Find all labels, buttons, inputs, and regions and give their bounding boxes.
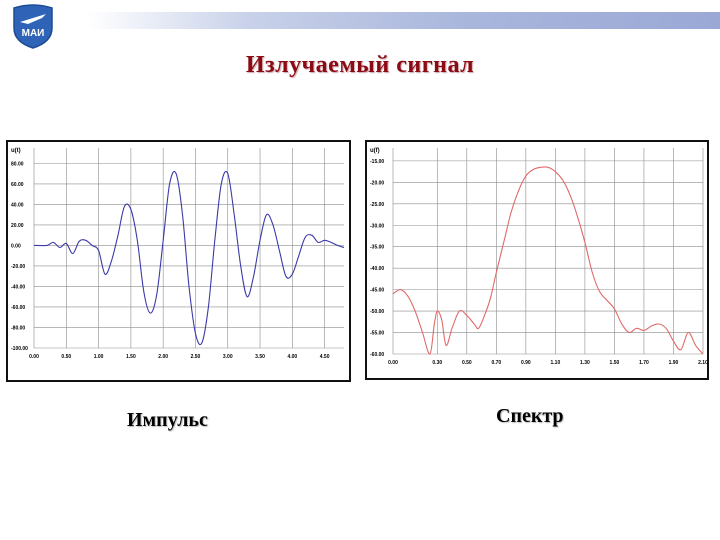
pulse-chart-svg: u(t) 80.00 60.00 40.00 20.00 0.00 -20.00 -40.00… [11, 148, 345, 360]
spectrum-x-tick-label: 0.70 [491, 360, 501, 366]
pulse-x-tick-label: 3.00 [223, 354, 233, 360]
spectrum-y-tick-label: -15.00 [370, 159, 384, 165]
pulse-y-tick-label: -40.00 [11, 284, 25, 290]
spectrum-x-tick-label: 1.30 [580, 360, 590, 366]
pulse-y-tick-label: -60.00 [11, 305, 25, 311]
spectrum-x-tick-label: 1.10 [551, 360, 561, 366]
spectrum-x-tick-label: 1.50 [610, 360, 620, 366]
spectrum-x-tick-label: 0.00 [388, 360, 398, 366]
spectrum-x-tick-label: 0.50 [462, 360, 472, 366]
spectrum-series-line [392, 166, 704, 355]
spectrum-y-tick-label: -25.00 [370, 202, 384, 208]
spectrum-y-tick-label: -20.00 [370, 180, 384, 186]
spectrum-y-tick-label: -45.00 [370, 288, 384, 294]
spectrum-y-tick-label: -60.00 [370, 352, 384, 358]
mai-logo-text: МАИ [22, 28, 45, 39]
pulse-x-tick-label: 3.50 [255, 354, 265, 360]
pulse-y-tick-label: -80.00 [11, 325, 25, 331]
spectrum-y-axis-label: u(f) [370, 148, 380, 154]
pulse-x-tick-label: 4.50 [320, 354, 330, 360]
mai-logo-shield [13, 4, 53, 49]
pulse-x-tick-label: 4.00 [287, 354, 297, 360]
spectrum-chart-svg: u(f) -15.00 -20.00 -25.00 -30.00 -35.00 -40.00… [370, 148, 708, 366]
spectrum-chart: u(f) -15.00 -20.00 -25.00 -30.00 -35.00 -40.00… [365, 140, 709, 380]
pulse-y-tick-label: 60.00 [11, 182, 24, 188]
pulse-x-tick-label: 0.50 [61, 354, 71, 360]
mai-logo: МАИ [13, 4, 53, 49]
pulse-y-tick-label: 20.00 [11, 223, 24, 229]
pulse-x-tick-label: 2.50 [191, 354, 201, 360]
spectrum-y-tick-label: -30.00 [370, 223, 384, 229]
slide-title: Излучаемый сигнал [245, 52, 475, 78]
pulse-x-tick-label: 1.00 [94, 354, 104, 360]
pulse-y-tick-label: 40.00 [11, 202, 24, 208]
spectrum-x-tick-label: 2.10 [698, 360, 707, 366]
pulse-y-axis-label: u(t) [11, 148, 21, 154]
spectrum-y-tick-label: -55.00 [370, 331, 384, 337]
pulse-y-tick-label: -20.00 [11, 264, 25, 270]
pulse-y-tick-label: 80.00 [11, 161, 24, 167]
header-gradient-bar [88, 12, 720, 29]
spectrum-x-tick-label: 1.90 [669, 360, 679, 366]
pulse-x-tick-label: 1.50 [126, 354, 136, 360]
pulse-y-tick-label: -100.00 [11, 346, 28, 352]
spectrum-x-tick-label: 1.70 [639, 360, 649, 366]
spectrum-caption: Спектр [496, 405, 564, 427]
pulse-x-tick-label: 2.00 [158, 354, 168, 360]
spectrum-y-tick-label: -35.00 [370, 245, 384, 251]
spectrum-y-tick-label: -40.00 [370, 266, 384, 272]
pulse-x-tick-label: 0.00 [29, 354, 39, 360]
pulse-y-tick-label: 0.00 [11, 243, 21, 249]
pulse-chart: u(t) 80.00 60.00 40.00 20.00 0.00 -20.00 -40.00… [6, 140, 351, 382]
spectrum-y-tick-label: -50.00 [370, 309, 384, 315]
mai-logo-plane-icon [20, 14, 46, 24]
spectrum-x-tick-label: 0.30 [432, 360, 442, 366]
pulse-caption: Импульс [127, 409, 208, 431]
spectrum-x-tick-label: 0.90 [521, 360, 531, 366]
pulse-series-line [33, 170, 345, 346]
